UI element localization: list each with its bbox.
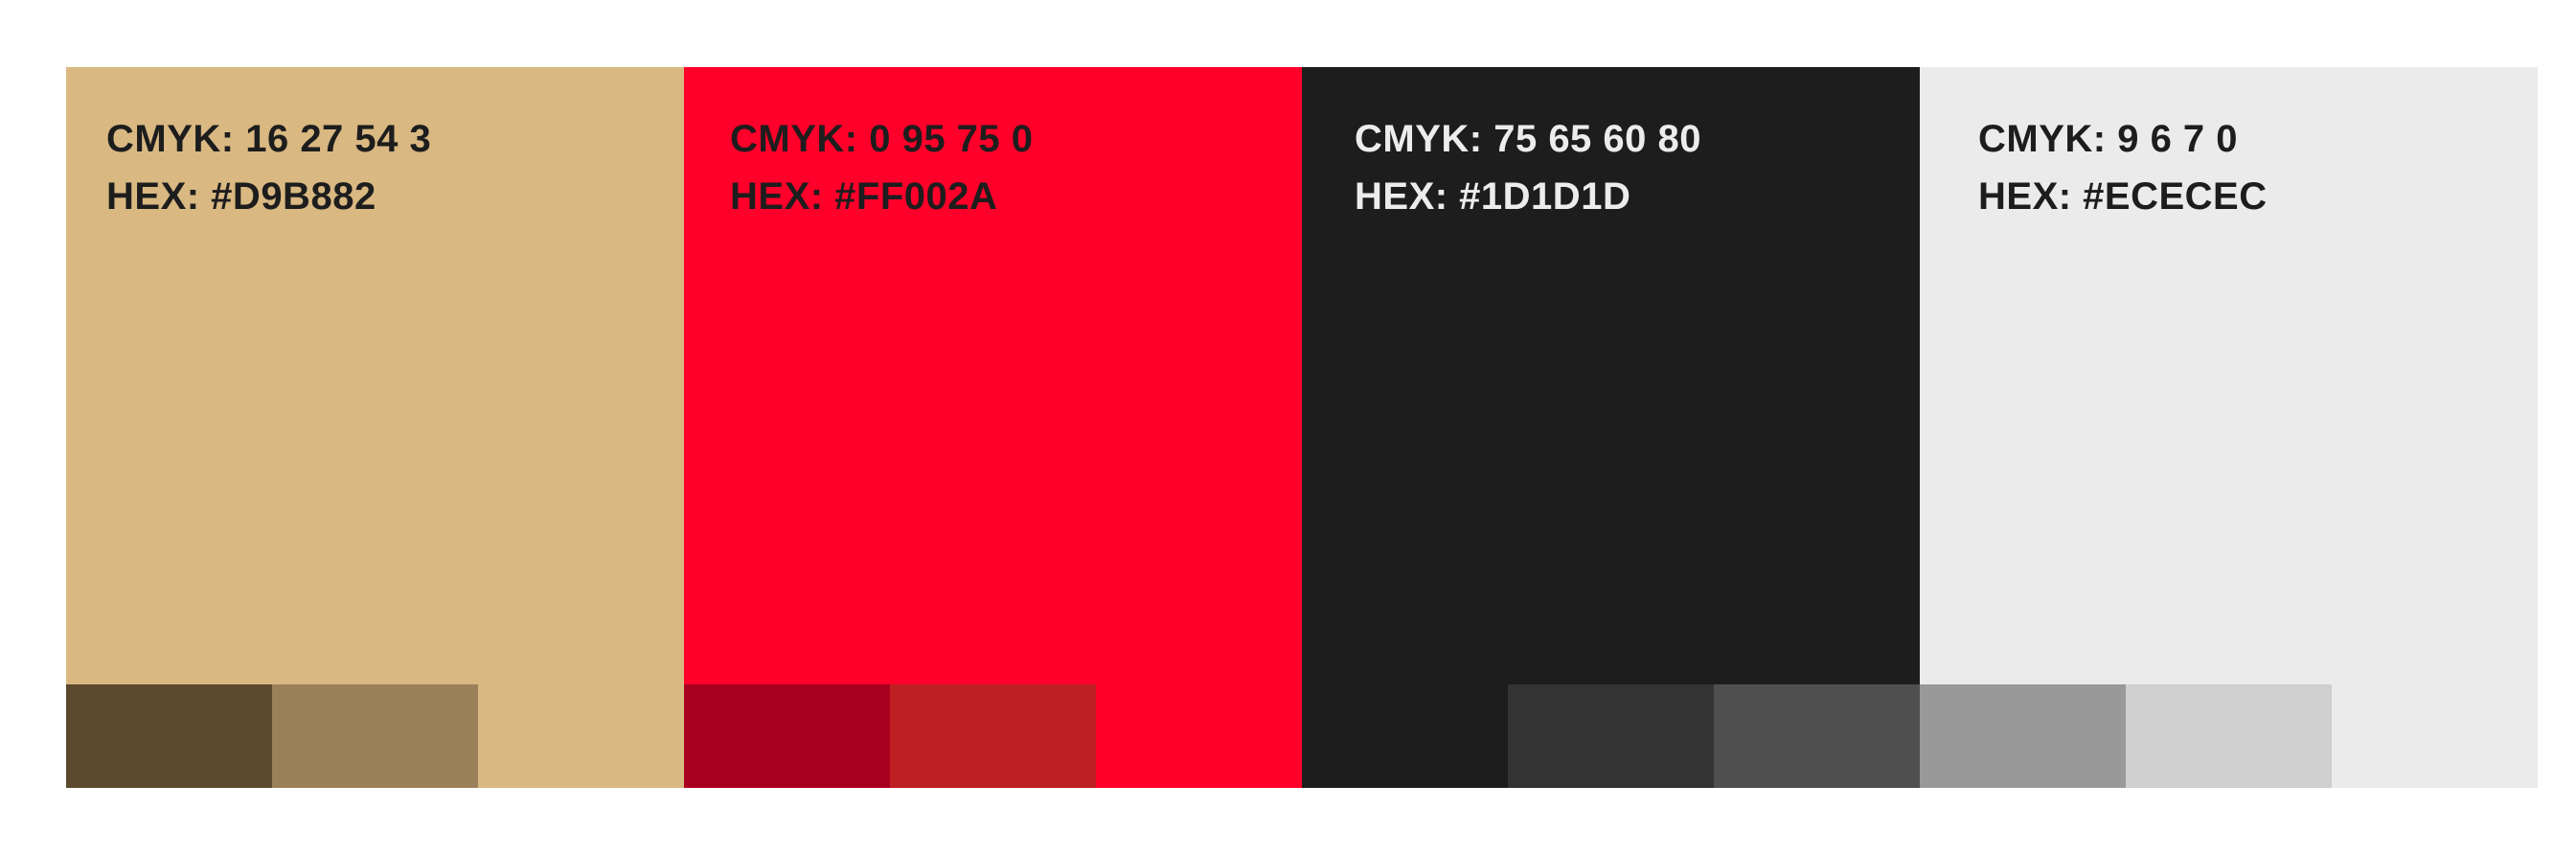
hex-value: HEX: #ECECEC	[1978, 175, 2268, 218]
swatch-label: CMYK: 0 95 75 0 HEX: #FF002A	[730, 110, 1034, 225]
hex-value: HEX: #FF002A	[730, 175, 998, 218]
hex-value: HEX: #D9B882	[106, 175, 376, 218]
hex-value: HEX: #1D1D1D	[1355, 175, 1631, 218]
tint-row	[684, 684, 1302, 788]
tint-swatch	[2332, 684, 2538, 788]
tint-swatch	[272, 684, 478, 788]
swatch-light-gray: CMYK: 9 6 7 0 HEX: #ECECEC	[1920, 67, 2538, 788]
tint-swatch	[478, 684, 684, 788]
tint-swatch	[1920, 684, 2126, 788]
cmyk-value: CMYK: 0 95 75 0	[730, 118, 1034, 160]
swatch-label: CMYK: 9 6 7 0 HEX: #ECECEC	[1978, 110, 2268, 225]
swatch-label: CMYK: 75 65 60 80 HEX: #1D1D1D	[1355, 110, 1701, 225]
swatch-red: CMYK: 0 95 75 0 HEX: #FF002A	[684, 67, 1302, 788]
tint-swatch	[1302, 684, 1508, 788]
cmyk-value: CMYK: 9 6 7 0	[1978, 118, 2239, 160]
tint-swatch	[2126, 684, 2332, 788]
tint-swatch	[1508, 684, 1714, 788]
tint-row	[66, 684, 684, 788]
cmyk-value: CMYK: 75 65 60 80	[1355, 118, 1702, 160]
color-palette: CMYK: 16 27 54 3 HEX: #D9B882 CMYK: 0 95…	[66, 67, 2538, 788]
tint-swatch	[1096, 684, 1302, 788]
tint-swatch	[1714, 684, 1920, 788]
swatch-black: CMYK: 75 65 60 80 HEX: #1D1D1D	[1302, 67, 1920, 788]
cmyk-value: CMYK: 16 27 54 3	[106, 118, 432, 160]
tint-swatch	[684, 684, 890, 788]
tint-swatch	[66, 684, 272, 788]
tint-row	[1920, 684, 2538, 788]
tint-row	[1302, 684, 1920, 788]
tint-swatch	[890, 684, 1096, 788]
swatch-label: CMYK: 16 27 54 3 HEX: #D9B882	[106, 110, 431, 225]
swatch-gold: CMYK: 16 27 54 3 HEX: #D9B882	[66, 67, 684, 788]
